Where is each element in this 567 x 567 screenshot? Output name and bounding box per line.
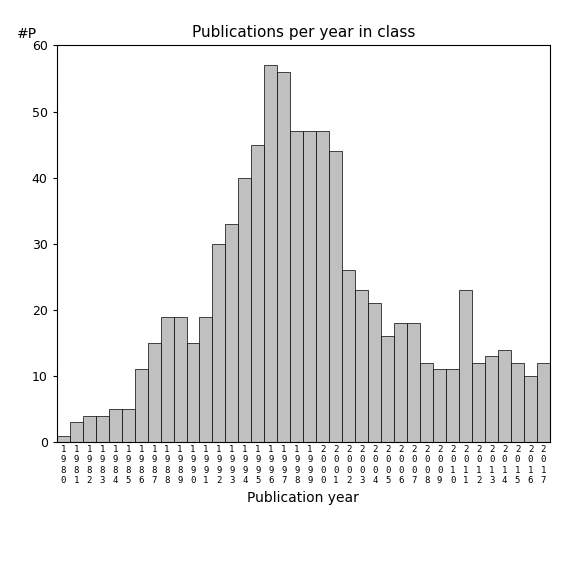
Bar (147, 343, 160, 442)
Bar (57, 435, 70, 442)
Bar (459, 290, 472, 442)
Bar (537, 363, 550, 442)
Bar (329, 151, 342, 442)
Bar (264, 65, 277, 442)
Bar (200, 316, 213, 442)
Text: #P: #P (17, 27, 37, 41)
Bar (174, 316, 187, 442)
Bar (407, 323, 420, 442)
Bar (213, 244, 226, 442)
Bar (420, 363, 433, 442)
X-axis label: Publication year: Publication year (247, 491, 359, 505)
Bar (96, 416, 109, 442)
Bar (433, 370, 446, 442)
Bar (70, 422, 83, 442)
Bar (109, 409, 121, 442)
Bar (226, 224, 239, 442)
Bar (277, 72, 290, 442)
Bar (239, 177, 251, 442)
Bar (134, 370, 147, 442)
Bar (485, 356, 498, 442)
Bar (498, 350, 511, 442)
Bar (83, 416, 96, 442)
Bar (524, 376, 537, 442)
Bar (251, 145, 264, 442)
Bar (342, 270, 356, 442)
Bar (316, 132, 329, 442)
Bar (356, 290, 368, 442)
Bar (121, 409, 134, 442)
Title: Publications per year in class: Publications per year in class (192, 25, 415, 40)
Bar (394, 323, 407, 442)
Bar (160, 316, 174, 442)
Bar (472, 363, 485, 442)
Bar (446, 370, 459, 442)
Bar (187, 343, 200, 442)
Bar (381, 336, 394, 442)
Bar (511, 363, 524, 442)
Bar (290, 132, 303, 442)
Bar (368, 303, 381, 442)
Bar (303, 132, 316, 442)
